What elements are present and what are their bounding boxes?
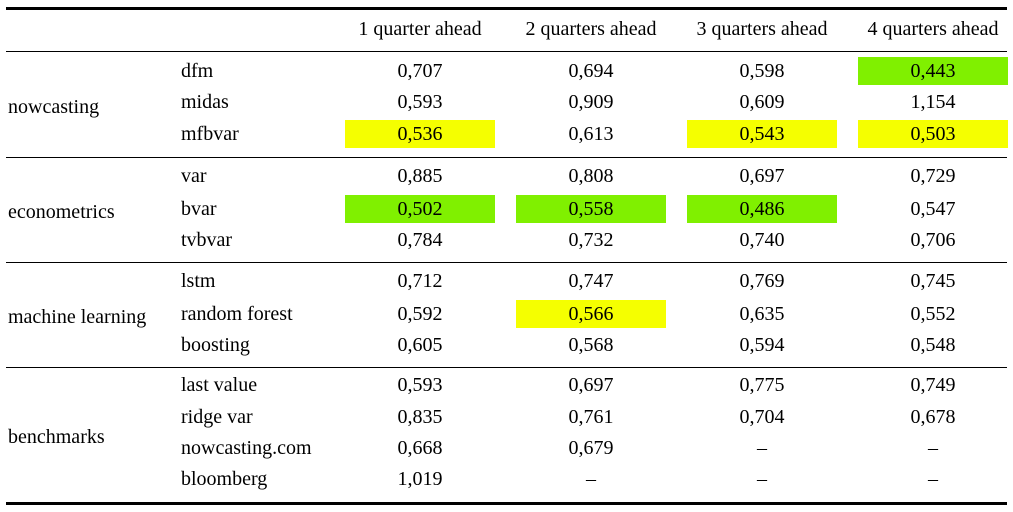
value-cell: 0,678 <box>910 406 956 428</box>
model-label: midas <box>181 91 229 113</box>
model-label: nowcasting.com <box>181 437 312 459</box>
model-label: tvbvar <box>181 229 233 251</box>
value-cell: 0,547 <box>910 198 956 220</box>
value-cell: 0,694 <box>568 60 614 82</box>
value-cell: 0,613 <box>568 123 614 145</box>
group-label: machine learning <box>8 306 147 328</box>
best-value-highlight <box>858 57 1008 85</box>
value-cell: – <box>757 468 767 490</box>
value-cell: 0,566 <box>568 303 614 325</box>
value-cell: 0,835 <box>397 406 443 428</box>
model-label: random forest <box>181 303 293 325</box>
value-cell: 0,747 <box>568 270 614 292</box>
value-cell: 0,697 <box>568 374 614 396</box>
value-cell: 0,808 <box>568 165 614 187</box>
value-cell: 0,552 <box>910 303 956 325</box>
value-cell: 0,769 <box>739 270 785 292</box>
value-cell: 0,598 <box>739 60 785 82</box>
value-cell: 0,749 <box>910 374 956 396</box>
table-bottom-rule <box>6 502 1007 505</box>
group-label: econometrics <box>8 201 115 223</box>
model-label: lstm <box>181 270 216 292</box>
model-label: bloomberg <box>181 468 268 490</box>
value-cell: 0,568 <box>568 334 614 356</box>
group-label: benchmarks <box>8 426 105 448</box>
best-value-highlight <box>345 195 495 223</box>
group-separator <box>6 262 1007 263</box>
value-cell: – <box>586 468 596 490</box>
value-cell: 0,486 <box>739 198 785 220</box>
header-2-quarters: 2 quarters ahead <box>525 18 657 40</box>
value-cell: 0,885 <box>397 165 443 187</box>
group-separator <box>6 367 1007 368</box>
value-cell: 0,593 <box>397 91 443 113</box>
model-label: mfbvar <box>181 123 239 145</box>
best-value-highlight <box>687 195 837 223</box>
second-best-highlight <box>345 120 495 148</box>
second-best-highlight <box>516 300 666 328</box>
header-1-quarter: 1 quarter ahead <box>358 18 482 40</box>
model-label: last value <box>181 374 258 396</box>
value-cell: 0,704 <box>739 406 785 428</box>
value-cell: 0,775 <box>739 374 785 396</box>
value-cell: 0,706 <box>910 229 956 251</box>
header-4-quarters: 4 quarters ahead <box>867 18 999 40</box>
value-cell: 0,732 <box>568 229 614 251</box>
value-cell: 0,536 <box>397 123 443 145</box>
value-cell: 0,502 <box>397 198 443 220</box>
value-cell: – <box>757 437 767 459</box>
value-cell: 1,154 <box>910 91 956 113</box>
value-cell: 0,503 <box>910 123 956 145</box>
model-label: boosting <box>181 334 250 356</box>
model-label: ridge var <box>181 406 253 428</box>
value-cell: 0,443 <box>910 60 956 82</box>
value-cell: – <box>928 468 938 490</box>
value-cell: 0,609 <box>739 91 785 113</box>
header-rule <box>6 51 1007 52</box>
second-best-highlight <box>858 120 1008 148</box>
value-cell: 0,548 <box>910 334 956 356</box>
group-separator <box>6 157 1007 158</box>
value-cell: 0,543 <box>739 123 785 145</box>
group-label: nowcasting <box>8 96 100 118</box>
value-cell: 0,592 <box>397 303 443 325</box>
value-cell: 0,745 <box>910 270 956 292</box>
value-cell: 0,712 <box>397 270 443 292</box>
header-3-quarters: 3 quarters ahead <box>696 18 828 40</box>
value-cell: 0,679 <box>568 437 614 459</box>
value-cell: 0,605 <box>397 334 443 356</box>
value-cell: 0,558 <box>568 198 614 220</box>
value-cell: 0,909 <box>568 91 614 113</box>
value-cell: 0,784 <box>397 229 443 251</box>
value-cell: 0,707 <box>397 60 443 82</box>
best-value-highlight <box>516 195 666 223</box>
model-label: var <box>181 165 207 187</box>
value-cell: 0,697 <box>739 165 785 187</box>
value-cell: 0,593 <box>397 374 443 396</box>
value-cell: 0,635 <box>739 303 785 325</box>
value-cell: 0,594 <box>739 334 785 356</box>
value-cell: 0,740 <box>739 229 785 251</box>
value-cell: 0,761 <box>568 406 614 428</box>
table-top-rule <box>6 7 1007 10</box>
value-cell: – <box>928 437 938 459</box>
second-best-highlight <box>687 120 837 148</box>
model-label: dfm <box>181 60 214 82</box>
model-label: bvar <box>181 198 217 220</box>
value-cell: 0,729 <box>910 165 956 187</box>
value-cell: 0,668 <box>397 437 443 459</box>
value-cell: 1,019 <box>397 468 443 490</box>
